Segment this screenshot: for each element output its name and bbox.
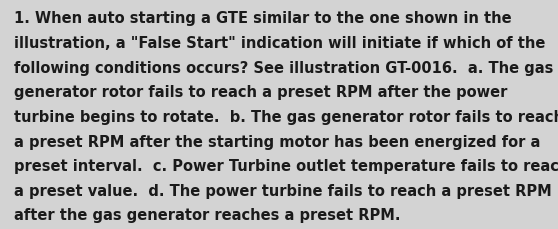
Text: preset interval.  c. Power Turbine outlet temperature fails to reach: preset interval. c. Power Turbine outlet… [14, 158, 558, 173]
Text: a preset value.  d. The power turbine fails to reach a preset RPM: a preset value. d. The power turbine fai… [14, 183, 552, 198]
Text: following conditions occurs? See illustration GT-0016.  a. The gas: following conditions occurs? See illustr… [14, 60, 554, 75]
Text: generator rotor fails to reach a preset RPM after the power: generator rotor fails to reach a preset … [14, 85, 507, 100]
Text: a preset RPM after the starting motor has been energized for a: a preset RPM after the starting motor ha… [14, 134, 540, 149]
Text: 1. When auto starting a GTE similar to the one shown in the: 1. When auto starting a GTE similar to t… [14, 11, 512, 26]
Text: after the gas generator reaches a preset RPM.: after the gas generator reaches a preset… [14, 207, 401, 222]
Text: illustration, a "False Start" indication will initiate if which of the: illustration, a "False Start" indication… [14, 36, 545, 51]
Text: turbine begins to rotate.  b. The gas generator rotor fails to reach: turbine begins to rotate. b. The gas gen… [14, 109, 558, 124]
